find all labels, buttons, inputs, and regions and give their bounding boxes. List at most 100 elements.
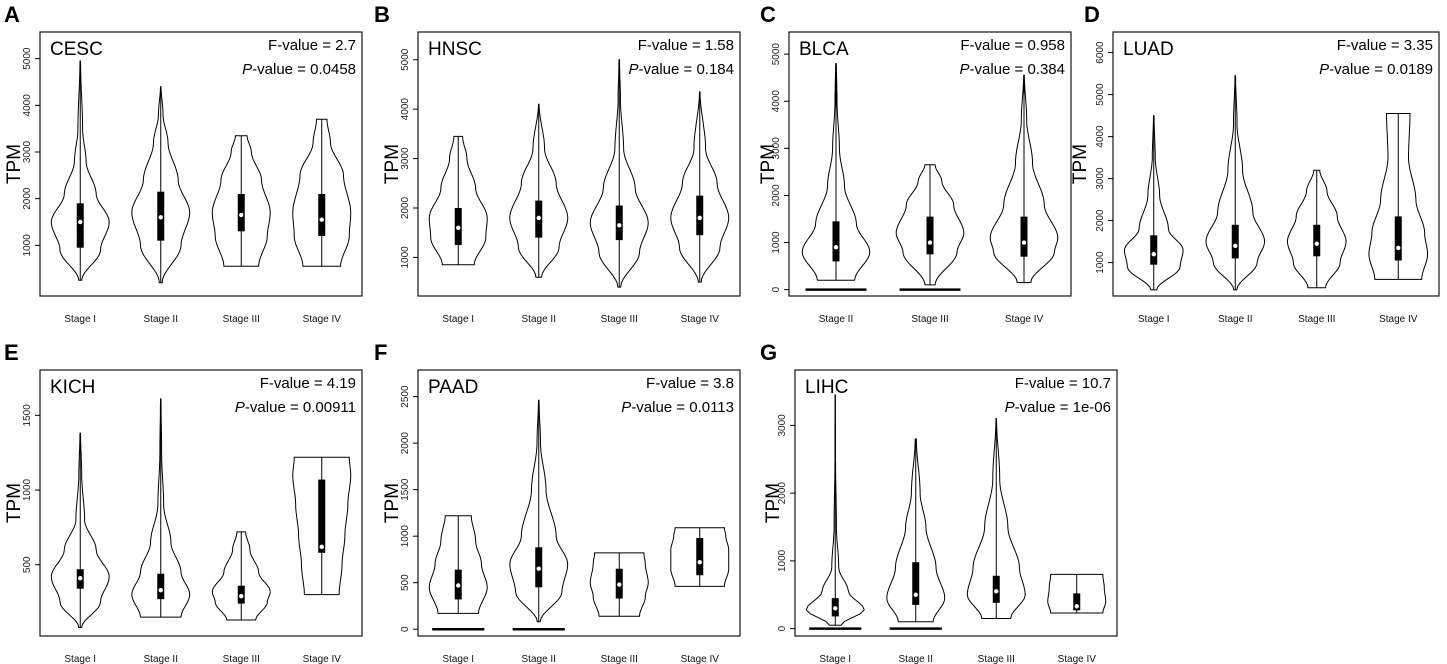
x-tick-label: Stage I	[1138, 314, 1170, 325]
y-tick-label: 3000	[777, 414, 788, 437]
violin-stage-i: Stage I	[51, 433, 109, 664]
iqr-box	[912, 562, 919, 605]
violin-figure: ACESC F-value = 2.7P-value = 0.0458TPM100…	[0, 0, 1447, 664]
median-point	[617, 582, 621, 586]
violin-stage-ii: Stage II	[887, 439, 945, 664]
iqr-box	[318, 194, 325, 236]
x-tick-label: Stage I	[64, 314, 96, 325]
chart-title: PAAD	[428, 377, 478, 398]
y-tick-label: 5000	[1095, 83, 1106, 106]
median-point	[834, 245, 838, 249]
violin-stage-i: Stage I	[429, 136, 487, 325]
x-tick-label: Stage IV	[1379, 314, 1418, 325]
y-tick-label: 2000	[400, 196, 411, 219]
panel-label: G	[760, 340, 777, 365]
iqr-box	[696, 538, 703, 575]
violin-stage-ii: Stage II	[132, 399, 190, 664]
violin-stage-i: Stage I	[429, 516, 487, 664]
iqr-box	[1021, 217, 1028, 257]
median-point	[1315, 242, 1319, 246]
x-tick-label: Stage I	[819, 654, 851, 664]
median-point	[159, 215, 163, 219]
y-tick-label: 3000	[400, 147, 411, 170]
median-point	[698, 216, 702, 220]
x-tick-label: Stage I	[442, 654, 474, 664]
x-tick-label: Stage II	[522, 654, 556, 664]
panel-label: E	[4, 340, 19, 365]
violin-stage-iv: Stage IV	[293, 119, 351, 325]
y-tick-label: 2000	[1095, 209, 1106, 232]
violin-stage-iii: Stage III	[590, 60, 648, 325]
violin-stage-iv: Stage IV	[671, 528, 729, 664]
y-tick-label: 2000	[777, 482, 788, 505]
y-tick-label: 0	[400, 626, 411, 632]
median-point	[833, 606, 837, 610]
iqr-box	[77, 203, 84, 247]
violin-stage-ii: Stage II	[510, 104, 568, 325]
panel-C: C BLCA F-value = 0.958 P-value = 0.384 TPM 0 1…	[758, 2, 1071, 325]
p-value-label: P-value = 0.384	[959, 61, 1065, 78]
y-tick-label: 4000	[22, 94, 33, 117]
iqr-box	[157, 574, 164, 599]
y-tick-label: 500	[400, 574, 411, 591]
x-tick-label: Stage IV	[1058, 654, 1097, 664]
median-point	[78, 576, 82, 580]
iqr-box	[616, 206, 623, 241]
x-tick-label: Stage II	[819, 314, 853, 325]
f-value-label: F-value = 1.58	[638, 37, 734, 54]
y-tick-label: 5000	[22, 47, 33, 70]
y-tick-label: 4000	[1095, 125, 1106, 148]
p-value-label: P-value = 0.00911	[235, 399, 356, 416]
y-tick-label: 2000	[22, 187, 33, 210]
p-value-label: P-value = 0.184	[628, 61, 734, 78]
y-tick-label: 1000	[22, 478, 33, 501]
violin-stage-ii: Stage II	[802, 64, 870, 325]
y-tick-label: 0	[777, 625, 788, 631]
violin-stage-i: Stage I	[51, 61, 109, 325]
y-tick-label: 5000	[771, 43, 782, 66]
chart-title: LUAD	[1123, 39, 1174, 60]
violin-stage-i: Stage I	[806, 395, 864, 664]
x-tick-label: Stage IV	[303, 314, 342, 325]
panel-B: B HNSC F-value = 1.58 P-value = 0.184 TPM 100…	[374, 2, 740, 325]
f-value-label: F-value = 0.958	[960, 37, 1065, 54]
y-tick-label: 2000	[771, 184, 782, 207]
panel-label: B	[374, 2, 390, 27]
y-tick-label: 1000	[400, 525, 411, 548]
median-point	[239, 594, 243, 598]
violin-stage-iv: Stage IV	[990, 75, 1058, 325]
x-tick-label: Stage II	[144, 654, 178, 664]
x-tick-label: Stage III	[223, 314, 260, 325]
median-point	[698, 560, 702, 564]
y-tick-label: 1500	[400, 478, 411, 501]
violin-stage-iii: Stage III	[590, 553, 648, 664]
median-point	[1152, 252, 1156, 256]
iqr-box	[318, 480, 325, 553]
panel-label: D	[1084, 2, 1100, 27]
x-tick-label: Stage IV	[303, 654, 342, 664]
x-tick-label: Stage III	[601, 314, 638, 325]
y-tick-label: 1000	[22, 234, 33, 257]
panel-label: A	[4, 2, 20, 27]
violin-stage-iv: Stage IV	[671, 92, 729, 325]
median-point	[914, 593, 918, 597]
y-tick-label: 1000	[777, 549, 788, 572]
chart-title: KICH	[50, 377, 95, 398]
median-point	[159, 588, 163, 592]
median-point	[320, 217, 324, 221]
f-value-label: F-value = 3.35	[1337, 37, 1433, 54]
iqr-box	[1395, 216, 1402, 260]
iqr-box	[1313, 225, 1320, 256]
y-tick-label: 0	[771, 286, 782, 292]
median-point	[456, 226, 460, 230]
iqr-box	[833, 221, 840, 261]
x-tick-label: Stage IV	[681, 654, 720, 664]
x-tick-label: Stage IV	[1005, 314, 1044, 325]
chart-title: BLCA	[799, 39, 849, 60]
median-point	[456, 583, 460, 587]
chart-title: CESC	[50, 39, 103, 60]
chart-title: HNSC	[428, 39, 482, 60]
x-tick-label: Stage I	[442, 314, 474, 325]
p-value-label: P-value = 0.0458	[242, 61, 356, 78]
p-value-label: P-value = 1e-06	[1005, 399, 1111, 416]
